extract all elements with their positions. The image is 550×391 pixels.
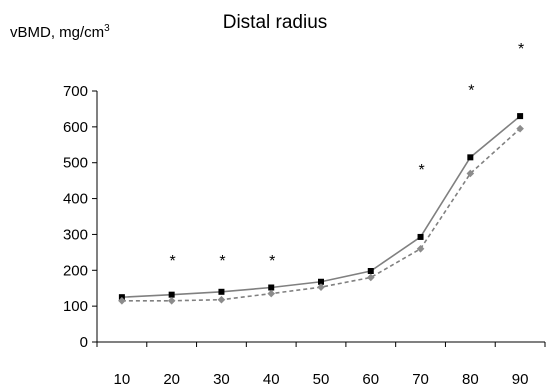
data-point (167, 296, 176, 305)
significance-marker: * (170, 253, 176, 270)
y-axis-label: vBMD, mg/cm3 (10, 23, 110, 42)
series-2 (118, 124, 524, 305)
x-tick-label: 40 (263, 371, 280, 388)
significance-marker: * (269, 253, 275, 270)
y-tick-label: 700 (63, 83, 88, 100)
y-tick-label: 600 (63, 119, 88, 136)
data-point (366, 273, 375, 282)
significance-marker: * (468, 82, 474, 99)
y-tick-label: 200 (63, 262, 88, 279)
data-point (118, 296, 126, 305)
data-point (268, 284, 275, 291)
data-point (218, 288, 225, 295)
y-tick-label: 100 (63, 298, 88, 315)
series-2-line (121, 128, 521, 302)
data-point (466, 169, 475, 178)
y-tick-label: 400 (63, 191, 88, 208)
x-tick-label: 60 (362, 371, 379, 388)
x-tick-label: 90 (512, 371, 529, 388)
significance-marker: * (219, 253, 225, 270)
data-point (517, 113, 524, 120)
data-point (267, 289, 276, 298)
data-point (168, 291, 175, 298)
significance-marker: * (418, 162, 424, 179)
series-1 (118, 113, 524, 301)
x-tick-label: 80 (462, 371, 479, 388)
series-1-line (121, 115, 521, 298)
y-axis-label-text: vBMD, mg/cm (10, 24, 105, 41)
axes: 0 100 200 300 400 500 600 700 10 20 30 40 50 60 70 80 90 (63, 83, 546, 388)
x-tick-label: 30 (213, 371, 230, 388)
y-tick-label: 0 (80, 334, 88, 351)
data-point (516, 124, 524, 133)
data-point (416, 244, 425, 253)
data-point (367, 268, 374, 275)
y-axis-label-superscript: 3 (104, 23, 110, 34)
data-point (318, 278, 324, 285)
annotation-layer: * * * * * * (170, 41, 525, 270)
data-point (317, 283, 325, 291)
y-tick-label: 300 (63, 226, 88, 243)
x-tick-label: 10 (114, 371, 131, 388)
x-tick-label: 20 (163, 371, 180, 388)
data-point (417, 233, 424, 240)
x-tick-label: 70 (412, 371, 429, 388)
y-tick-label: 500 (63, 155, 88, 172)
data-point (467, 154, 474, 161)
significance-marker: * (518, 41, 524, 58)
chart-title: Distal radius (222, 12, 328, 33)
series-layer (118, 113, 524, 305)
x-tick-label: 50 (313, 371, 330, 388)
data-point (217, 295, 226, 304)
